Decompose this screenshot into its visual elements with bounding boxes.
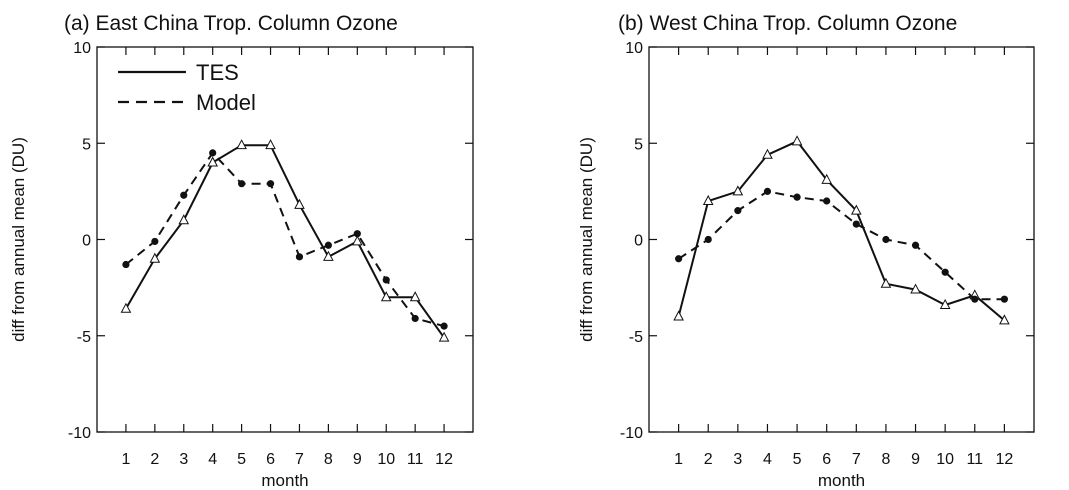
data-point-model [295, 253, 304, 261]
x-tick-label: 8 [324, 451, 333, 468]
y-tick-label: 5 [82, 136, 91, 153]
data-point-model [704, 235, 712, 244]
data-point-tes [120, 302, 132, 313]
x-tick-label: 3 [179, 451, 188, 468]
data-point-tes [380, 291, 392, 302]
data-point-model [266, 180, 275, 188]
chart-title: (b) West China Trop. Column Ozone [618, 12, 957, 35]
series-line-tes [125, 144, 445, 339]
x-axis-label: month [261, 471, 308, 490]
data-point-tes [999, 314, 1010, 325]
data-point-tes [236, 139, 247, 150]
x-tick-label: 5 [237, 451, 246, 468]
x-tick-label: 9 [353, 451, 362, 468]
data-point-tes [732, 185, 744, 196]
data-point-model [882, 235, 890, 244]
x-tick-label: 7 [295, 451, 304, 468]
data-point-model [151, 237, 159, 246]
data-point-tes [294, 198, 305, 209]
data-point-model [122, 260, 130, 269]
data-point-model [852, 220, 860, 228]
x-tick-label: 2 [704, 451, 713, 468]
x-tick-label: 5 [793, 451, 802, 468]
x-tick-label: 4 [763, 451, 772, 468]
data-point-model [180, 191, 188, 199]
data-point-tes [910, 283, 921, 294]
x-tick-label: 3 [733, 451, 742, 468]
data-point-model [353, 230, 361, 238]
x-tick-label: 7 [852, 451, 861, 468]
data-point-model [1000, 295, 1008, 303]
series-line-tes [677, 140, 1006, 322]
data-point-model [238, 180, 246, 188]
data-point-model [911, 241, 920, 249]
data-point-model [971, 295, 979, 303]
data-point-tes [939, 298, 951, 309]
chart-panel-a: (a) East China Trop. Column Ozone -10 -5 0 5… [9, 12, 474, 490]
x-tick-label: 2 [150, 451, 159, 468]
data-point-model [675, 255, 683, 263]
x-tick-label: 6 [822, 451, 831, 468]
y-tick-label: 0 [82, 233, 91, 250]
y-tick-label: -5 [77, 329, 91, 346]
legend-label-tes: TES [196, 60, 239, 85]
x-tick-label: 6 [266, 451, 275, 468]
y-tick-label: -10 [620, 425, 643, 442]
data-point-model [763, 187, 772, 195]
chart-panel-b: (b) West China Trop. Column Ozone -10 -5 0 5… [577, 12, 1035, 490]
data-point-tes [791, 135, 803, 146]
x-tick-label: 1 [121, 451, 130, 468]
data-point-tes [673, 310, 684, 321]
y-tick-label: 5 [634, 136, 643, 153]
y-tick-label: -5 [629, 329, 643, 346]
legend: TES Model [118, 60, 256, 115]
x-tick-label: 9 [911, 451, 920, 468]
x-tick-label: 10 [936, 451, 954, 468]
data-point-model [382, 276, 390, 284]
x-tick-label: 11 [407, 451, 424, 468]
chart-title: (a) East China Trop. Column Ozone [64, 12, 398, 35]
data-point-model [793, 193, 801, 201]
data-point-tes [351, 235, 363, 246]
series-line-model [125, 151, 445, 328]
x-axis-label: month [818, 471, 865, 490]
data-point-tes [762, 148, 773, 159]
x-tick-label: 12 [435, 451, 453, 468]
data-point-tes [178, 214, 190, 225]
data-point-model [734, 207, 742, 215]
series-line-model [678, 190, 1005, 301]
data-point-tes [265, 139, 276, 150]
x-tick-label: 12 [995, 451, 1013, 468]
x-tick-label: 8 [881, 451, 890, 468]
data-point-tes [880, 277, 892, 288]
y-tick-label: -10 [68, 425, 91, 442]
legend-label-model: Model [196, 90, 256, 115]
y-axis-label: diff from annual mean (DU) [9, 137, 28, 342]
data-point-model [440, 322, 448, 330]
x-tick-label: 1 [674, 451, 683, 468]
x-tick-label: 4 [208, 451, 217, 468]
data-point-tes [207, 156, 219, 167]
x-tick-label: 11 [966, 451, 983, 468]
data-point-model [941, 268, 949, 276]
data-point-model [411, 314, 419, 323]
data-point-tes [323, 250, 334, 261]
data-point-model [324, 241, 332, 249]
y-axis-label: diff from annual mean (DU) [577, 137, 596, 342]
y-tick-label: 0 [634, 233, 643, 250]
y-tick-label: 10 [73, 40, 91, 57]
data-point-tes [850, 204, 862, 215]
data-point-tes [821, 173, 833, 184]
y-tick-label: 10 [625, 40, 643, 57]
data-point-model [209, 149, 217, 157]
data-point-tes [149, 252, 161, 263]
data-point-tes [438, 331, 450, 342]
x-tick-label: 10 [377, 451, 395, 468]
data-point-tes [702, 194, 714, 205]
data-point-tes [409, 291, 421, 302]
data-point-model [823, 197, 831, 205]
